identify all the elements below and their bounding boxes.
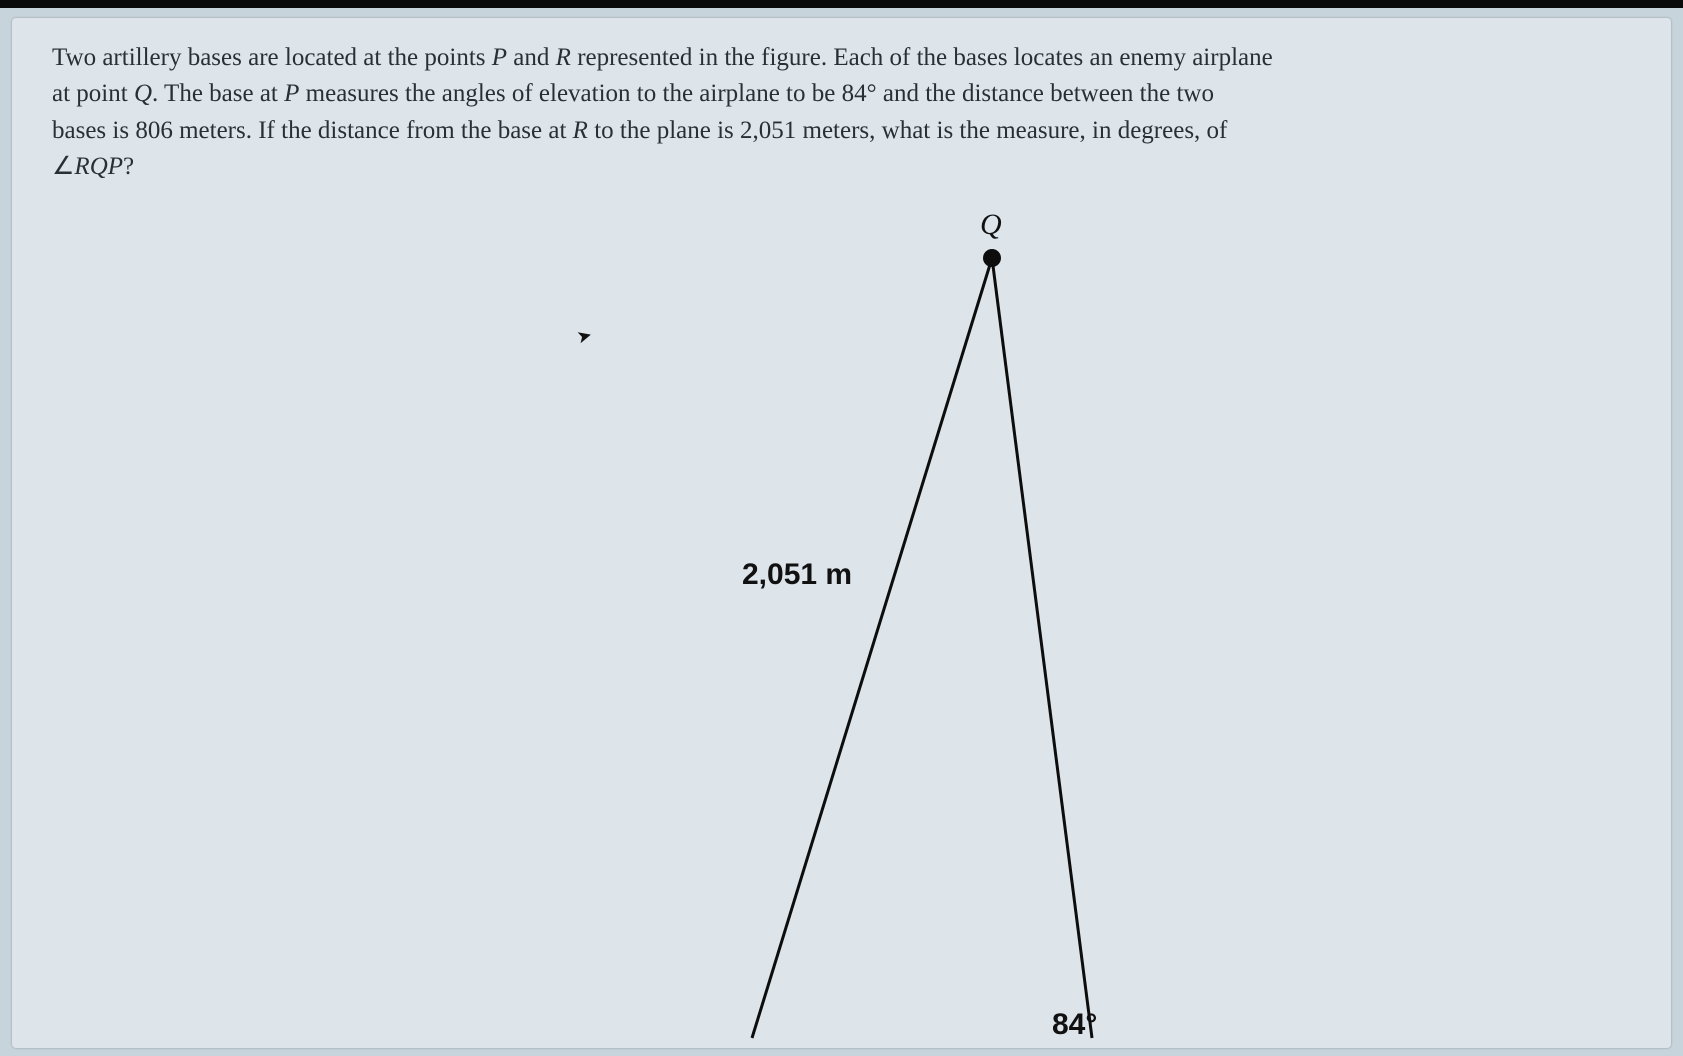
text: measures the angles of elevation to the … xyxy=(299,80,841,107)
angle-rqp: RQP xyxy=(74,153,123,180)
text: . The base at xyxy=(152,80,284,107)
text: bases is xyxy=(52,117,135,144)
text: meters. If the distance from the base at xyxy=(173,117,573,144)
angle-symbol: ∠ xyxy=(52,153,74,180)
text: Two artillery bases are located at the p… xyxy=(52,44,492,71)
var-R: R xyxy=(556,44,571,71)
right-side-PQ xyxy=(992,258,1092,1038)
text: represented in the figure. Each of the b… xyxy=(571,44,1273,71)
triangle-diagram: Q 2,051 m 84° xyxy=(12,208,1671,1048)
window-topbar xyxy=(0,0,1683,8)
text: meters, what is the measure, in degrees,… xyxy=(796,117,1227,144)
var-Q: Q xyxy=(134,80,152,107)
question-text: Two artillery bases are located at the p… xyxy=(52,40,1631,185)
var-P: P xyxy=(492,44,507,71)
angle-value: 84° xyxy=(842,80,877,107)
text: at point xyxy=(52,80,134,107)
text: and the distance between the two xyxy=(877,80,1214,107)
base-distance: 806 xyxy=(135,117,173,144)
plane-distance: 2,051 xyxy=(740,117,796,144)
var-R2: R xyxy=(573,117,588,144)
apex-point-Q xyxy=(983,249,1001,267)
text: ? xyxy=(123,153,134,180)
text: to the plane is xyxy=(588,117,740,144)
var-P2: P xyxy=(284,80,299,107)
left-side-RQ xyxy=(752,258,992,1038)
triangle-svg xyxy=(692,228,1212,1048)
text: and xyxy=(507,44,556,71)
question-card: Two artillery bases are located at the p… xyxy=(12,18,1671,1048)
